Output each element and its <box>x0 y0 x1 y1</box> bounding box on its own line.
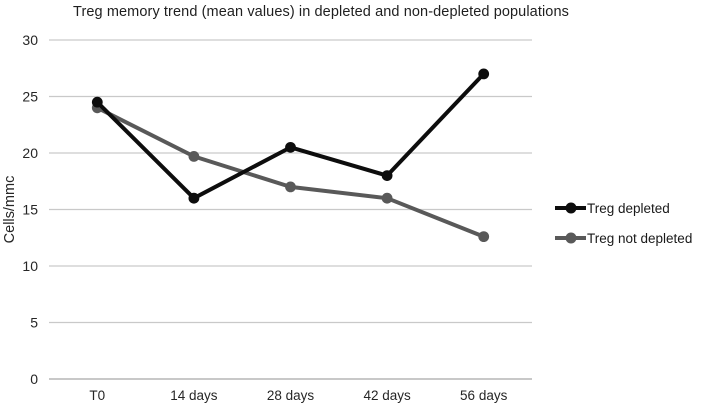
y-tick-label: 10 <box>22 258 38 274</box>
data-point-marker <box>285 181 296 193</box>
data-point-marker <box>285 141 296 153</box>
y-tick-label: 20 <box>22 145 38 161</box>
legend-label-treg-not-depleted: Treg not depleted <box>587 230 693 246</box>
x-tick-label: 28 days <box>267 388 315 403</box>
data-point-marker <box>478 68 490 80</box>
y-tick-label: 25 <box>22 89 38 105</box>
legend-label-treg-depleted: Treg depleted <box>587 200 670 216</box>
legend-dot-icon <box>565 232 576 244</box>
x-tick-label: 42 days <box>363 388 411 403</box>
y-tick-label: 0 <box>30 371 38 387</box>
legend-dot-icon <box>565 202 576 214</box>
data-point-marker <box>381 192 393 204</box>
y-axis-title: Cells/mmc <box>2 176 18 244</box>
legend-line-marker-icon <box>555 232 586 244</box>
data-point-marker <box>91 96 103 108</box>
data-point-marker <box>188 192 200 204</box>
chart-title: Treg memory trend (mean values) in deple… <box>73 4 569 20</box>
x-tick-label: 14 days <box>170 388 218 403</box>
series-line-treg-not-depleted <box>95 105 486 239</box>
y-tick-label: 15 <box>22 202 38 218</box>
data-point-marker <box>188 150 200 162</box>
data-point-marker <box>478 231 490 243</box>
legend-item-treg-not-depleted: Treg not depleted <box>555 226 692 250</box>
data-point-marker <box>381 170 393 182</box>
legend-line-marker-icon <box>555 202 586 214</box>
x-tick-label: T0 <box>89 388 105 403</box>
chart-legend: Treg depleted Treg not depleted <box>555 196 692 256</box>
legend-item-treg-depleted: Treg depleted <box>555 196 692 220</box>
x-tick-label: 56 days <box>460 388 508 403</box>
y-tick-label: 30 <box>22 32 38 48</box>
y-tick-label: 5 <box>30 315 38 331</box>
